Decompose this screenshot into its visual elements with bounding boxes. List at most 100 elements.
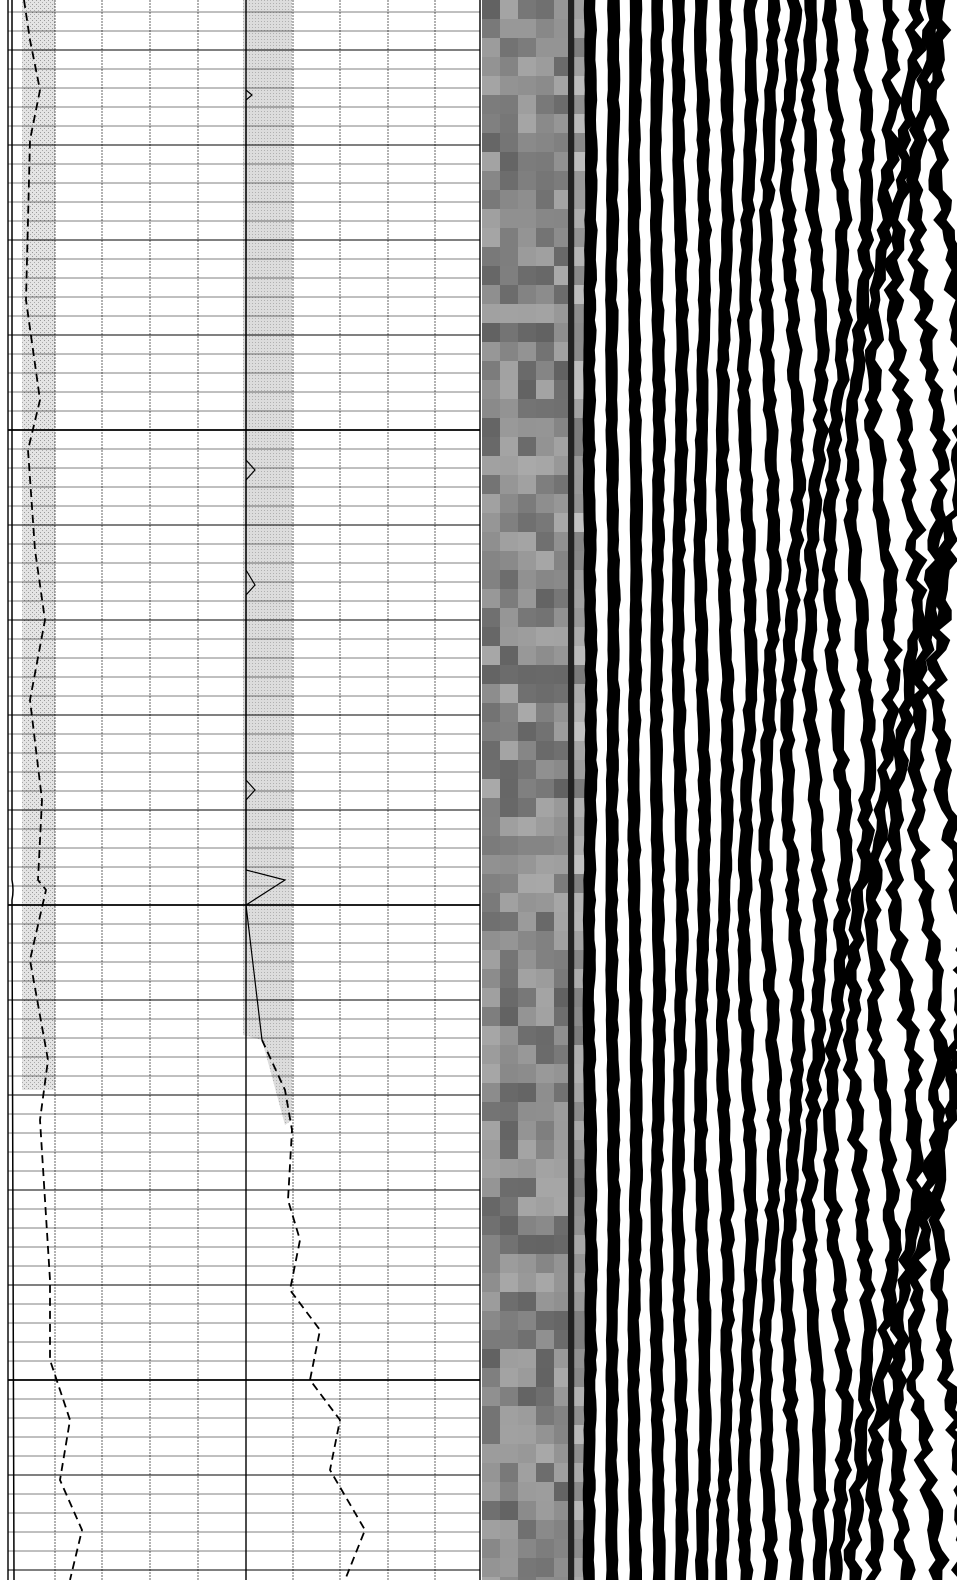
- well-log: [0, 0, 957, 1580]
- texture-cell: [518, 1273, 536, 1292]
- texture-cell: [500, 57, 518, 76]
- texture-cell: [536, 456, 554, 475]
- texture-cell: [482, 836, 500, 855]
- texture-cell: [518, 589, 536, 608]
- texture-cell: [536, 855, 554, 874]
- texture-cell: [518, 1216, 536, 1235]
- texture-cell: [500, 190, 518, 209]
- texture-cell: [500, 0, 518, 19]
- texture-cell: [518, 988, 536, 1007]
- texture-cell: [536, 874, 554, 893]
- texture-cell: [482, 722, 500, 741]
- texture-cell: [536, 760, 554, 779]
- texture-cell: [536, 1254, 554, 1273]
- texture-cell: [536, 209, 554, 228]
- texture-cell: [482, 988, 500, 1007]
- texture-cell: [536, 646, 554, 665]
- texture-cell: [500, 836, 518, 855]
- texture-cell: [536, 38, 554, 57]
- texture-cell: [536, 532, 554, 551]
- texture-cell: [482, 1520, 500, 1539]
- texture-cell: [482, 304, 500, 323]
- texture-cell: [536, 1007, 554, 1026]
- texture-cell: [482, 0, 500, 19]
- texture-cell: [518, 95, 536, 114]
- texture-cell: [536, 741, 554, 760]
- texture-cell: [518, 1539, 536, 1558]
- texture-cell: [500, 1273, 518, 1292]
- texture-cell: [518, 1197, 536, 1216]
- texture-cell: [500, 494, 518, 513]
- texture-cell: [518, 779, 536, 798]
- texture-cell: [536, 76, 554, 95]
- texture-cell: [500, 1387, 518, 1406]
- texture-cell: [482, 1121, 500, 1140]
- texture-cell: [518, 1102, 536, 1121]
- texture-cell: [518, 1083, 536, 1102]
- texture-cell: [536, 513, 554, 532]
- texture-cell: [518, 228, 536, 247]
- texture-cell: [482, 494, 500, 513]
- texture-cell: [500, 817, 518, 836]
- texture-cell: [536, 1539, 554, 1558]
- texture-cell: [482, 817, 500, 836]
- texture-cell: [482, 1406, 500, 1425]
- texture-cell: [500, 133, 518, 152]
- texture-cell: [518, 817, 536, 836]
- texture-cell: [518, 551, 536, 570]
- texture-cell: [536, 1501, 554, 1520]
- texture-cell: [518, 285, 536, 304]
- texture-cell: [482, 608, 500, 627]
- texture-cell: [482, 684, 500, 703]
- texture-cell: [500, 988, 518, 1007]
- texture-cell: [482, 1368, 500, 1387]
- texture-cell: [536, 665, 554, 684]
- texture-cell: [482, 171, 500, 190]
- texture-cell: [482, 1235, 500, 1254]
- texture-cell: [518, 513, 536, 532]
- texture-cell: [500, 1368, 518, 1387]
- texture-cell: [482, 1159, 500, 1178]
- texture-cell: [500, 1121, 518, 1140]
- texture-cell: [500, 570, 518, 589]
- texture-cell: [482, 380, 500, 399]
- texture-cell: [482, 1311, 500, 1330]
- texture-cell: [518, 1368, 536, 1387]
- texture-cell: [536, 1159, 554, 1178]
- texture-cell: [482, 342, 500, 361]
- texture-cell: [536, 1406, 554, 1425]
- texture-cell: [500, 1254, 518, 1273]
- texture-cell: [518, 1026, 536, 1045]
- texture-cell: [500, 1235, 518, 1254]
- texture-cell: [500, 665, 518, 684]
- texture-cell: [536, 551, 554, 570]
- texture-cell: [482, 76, 500, 95]
- texture-cell: [500, 513, 518, 532]
- texture-cell: [500, 741, 518, 760]
- texture-cell: [518, 741, 536, 760]
- texture-cell: [482, 969, 500, 988]
- texture-cell: [536, 1387, 554, 1406]
- texture-cell: [482, 266, 500, 285]
- texture-cell: [518, 399, 536, 418]
- texture-cell: [500, 589, 518, 608]
- stripe: [583, 0, 599, 1580]
- texture-cell: [518, 342, 536, 361]
- texture-cell: [482, 418, 500, 437]
- texture-cell: [482, 931, 500, 950]
- texture-cell: [536, 114, 554, 133]
- texture-cell: [482, 646, 500, 665]
- texture-cell: [536, 1064, 554, 1083]
- texture-cell: [500, 1045, 518, 1064]
- texture-cell: [500, 209, 518, 228]
- texture-cell: [518, 722, 536, 741]
- texture-cell: [482, 19, 500, 38]
- texture-cell: [518, 703, 536, 722]
- texture-cell: [482, 1558, 500, 1577]
- texture-cell: [482, 1482, 500, 1501]
- texture-cell: [482, 1292, 500, 1311]
- texture-cell: [518, 608, 536, 627]
- texture-cell: [500, 1140, 518, 1159]
- texture-cell: [518, 1349, 536, 1368]
- texture-cell: [482, 475, 500, 494]
